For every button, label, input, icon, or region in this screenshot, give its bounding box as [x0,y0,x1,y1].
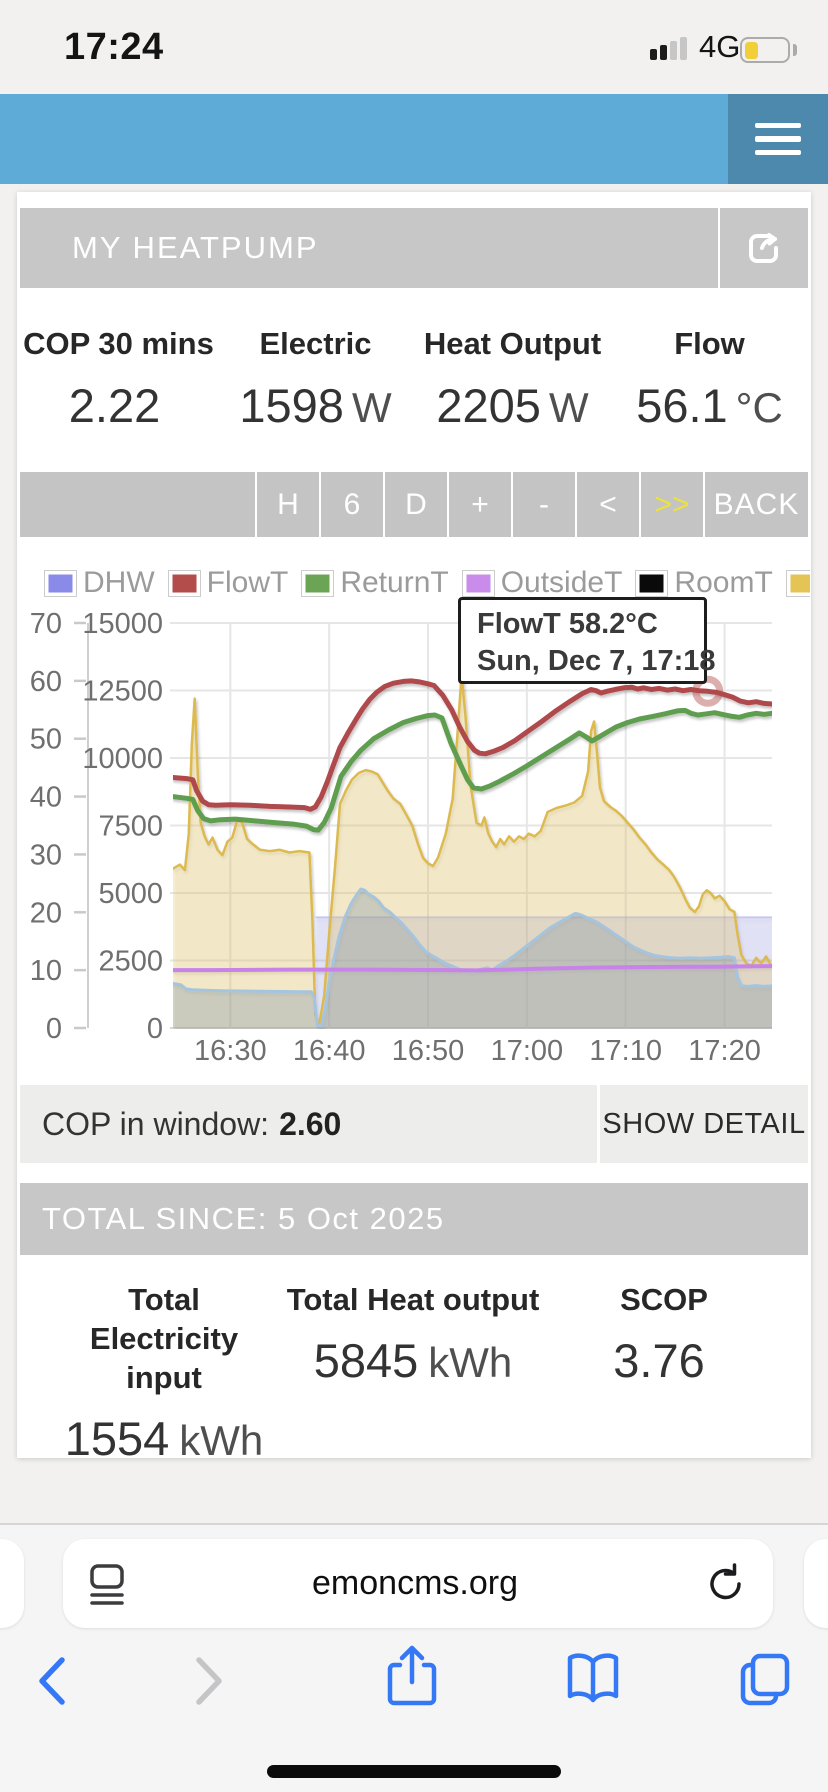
toolbar-button-6[interactable]: 6 [321,472,383,537]
total-electricity-cell: Total Electricity input 1554 kWh [64,1282,264,1465]
cop-window-label: COP in window: [42,1105,270,1142]
legend-label: RoomT [674,566,773,599]
network-type-label: 4G [699,29,741,64]
toolbar-button-[interactable]: - [513,472,575,537]
url-text: emoncms.org [312,1564,518,1602]
page-title: MY HEATPUMP [72,230,319,265]
battery-nub [793,44,797,56]
total-heat-cell: Total Heat output 5845 kWh [286,1282,540,1387]
legend-item-flowt: FlowT [167,566,289,600]
stat-electric: Electric 1598 W [239,326,392,432]
address-bar[interactable]: emoncms.org [63,1539,773,1628]
legend-swatch [301,569,335,597]
scop-cell: SCOP 3.76 [613,1282,708,1387]
toolbar-button-[interactable]: >> [641,472,703,537]
legend-item-returnt: ReturnT [301,566,449,600]
home-indicator[interactable] [267,1765,561,1778]
battery-icon [740,37,790,63]
cop-window-value-cell: COP in window: 2.60 [20,1085,597,1163]
toolbar-button-d[interactable]: D [385,472,447,537]
legend-label: DHW [83,566,155,599]
tooltip-timestamp: Sun, Dec 7, 17:18 [477,645,716,677]
cop-window-value: 2.60 [279,1105,342,1142]
legend-item-heat: Heat [785,566,810,600]
back-button[interactable] [30,1652,76,1710]
cop-window-row: COP in window: 2.60 SHOW DETAIL [20,1085,808,1163]
stat-heat-output: Heat Output 2205 W [423,326,602,432]
total-since-title: TOTAL SINCE: 5 Oct 2025 [42,1201,445,1236]
legend-swatch [167,569,201,597]
reader-icon[interactable] [89,1560,125,1608]
share-button[interactable] [720,208,808,288]
legend-swatch [461,569,495,597]
tabs-button[interactable] [736,1648,794,1708]
toolbar-button-h[interactable]: H [257,472,319,537]
signal-strength-icon [650,36,692,60]
legend-swatch [785,569,810,597]
safari-divider [0,1523,828,1525]
bookmarks-button[interactable] [562,1650,624,1708]
chart-toolbar: H 6 D + - < >> BACK [20,472,808,537]
status-time: 17:24 [64,26,164,68]
realtime-stats-row: COP 30 mins 2.22 Electric 1598 W Heat Output 2… [20,326,808,433]
share-icon [749,233,778,263]
previous-tab-stub[interactable] [0,1539,24,1628]
toolbar-button-back[interactable]: BACK [705,472,808,537]
legend-item-outsidet: OutsideT [461,566,623,600]
forward-button[interactable] [185,1652,231,1710]
app-header-bar [0,94,828,184]
chart-tooltip: FlowT 58.2°C Sun, Dec 7, 17:18 [458,597,716,684]
chart-legend: DHW FlowT ReturnT OutsideT RoomT Heat [44,564,810,602]
tooltip-value: FlowT 58.2°C [477,608,658,640]
legend-swatch [635,569,669,597]
share-sheet-button[interactable] [383,1640,441,1712]
toolbar-spacer [20,472,255,537]
hamburger-icon [755,122,801,129]
legend-label: FlowT [206,566,289,599]
reload-icon[interactable] [705,1561,747,1607]
heatpump-title-bar: MY HEATPUMP [20,208,808,288]
hamburger-menu-button[interactable] [728,94,828,184]
heatpump-title-cell: MY HEATPUMP [20,208,718,288]
legend-item-dhw: DHW [44,566,155,600]
legend-label: OutsideT [500,566,623,599]
total-since-bar: TOTAL SINCE: 5 Oct 2025 [20,1183,808,1255]
legend-label: ReturnT [340,566,449,599]
stat-cop-30-mins: COP 30 mins 2.22 [23,326,214,432]
show-detail-button[interactable]: SHOW DETAIL [600,1085,808,1163]
legend-item-roomt: RoomT [635,566,773,600]
legend-swatch [44,569,77,597]
stat-flow: Flow 56.1 °C [636,326,783,432]
toolbar-button-[interactable]: < [577,472,639,537]
toolbar-button-[interactable]: + [449,472,511,537]
next-tab-stub[interactable] [804,1539,828,1628]
